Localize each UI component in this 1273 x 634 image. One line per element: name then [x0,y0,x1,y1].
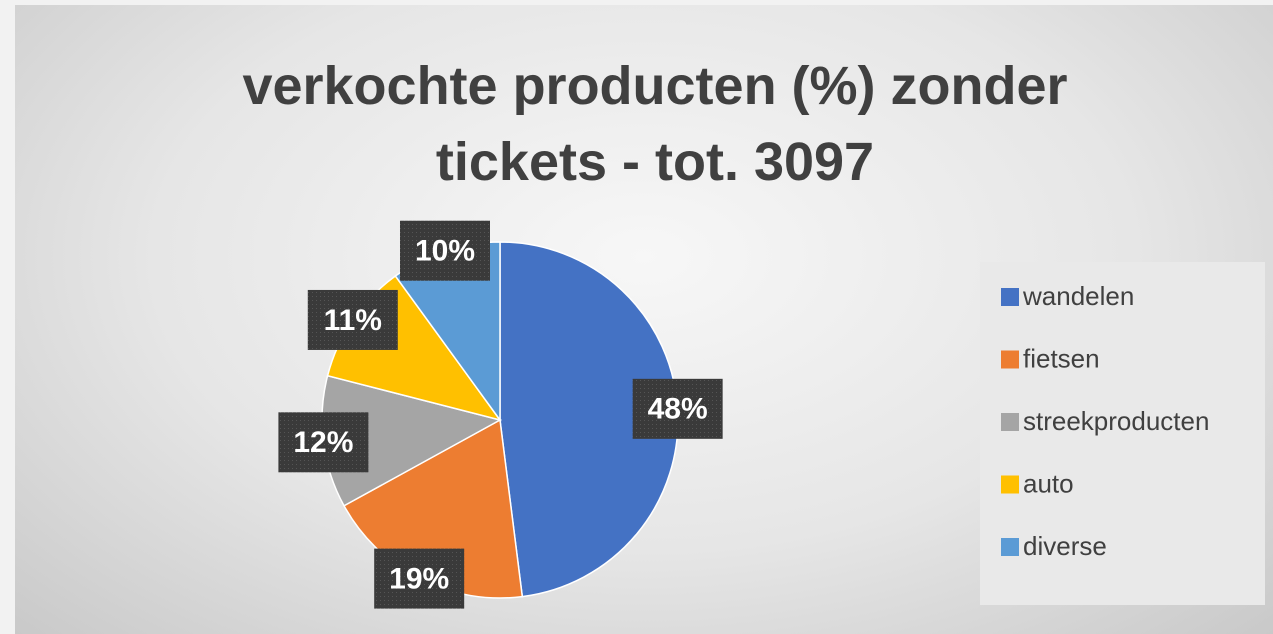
data-label: 12% [293,426,353,459]
data-label-box [278,412,369,473]
legend-swatch [1001,413,1019,431]
data-label: 19% [389,563,449,596]
data-label-box [307,289,398,350]
legend-swatch [1001,350,1019,369]
legend-label: auto [1023,468,1074,498]
legend-swatch [1001,475,1019,494]
legend-label: diverse [1023,531,1107,561]
data-label-box [399,220,490,281]
data-label: 11% [324,304,382,337]
legend-box [980,262,1265,605]
data-label: 10% [415,235,475,268]
data-label-box [374,548,465,609]
data-label: 48% [648,393,708,426]
legend-swatch [1001,538,1019,556]
data-label-box [632,378,723,439]
legend-label: streekproducten [1023,406,1209,436]
legend-label: wandelen [1022,281,1134,311]
legend-swatch [1001,288,1019,306]
legend-label: fietsen [1023,343,1100,373]
chart-title: verkochte producten (%) zonder tickets -… [242,56,1068,192]
